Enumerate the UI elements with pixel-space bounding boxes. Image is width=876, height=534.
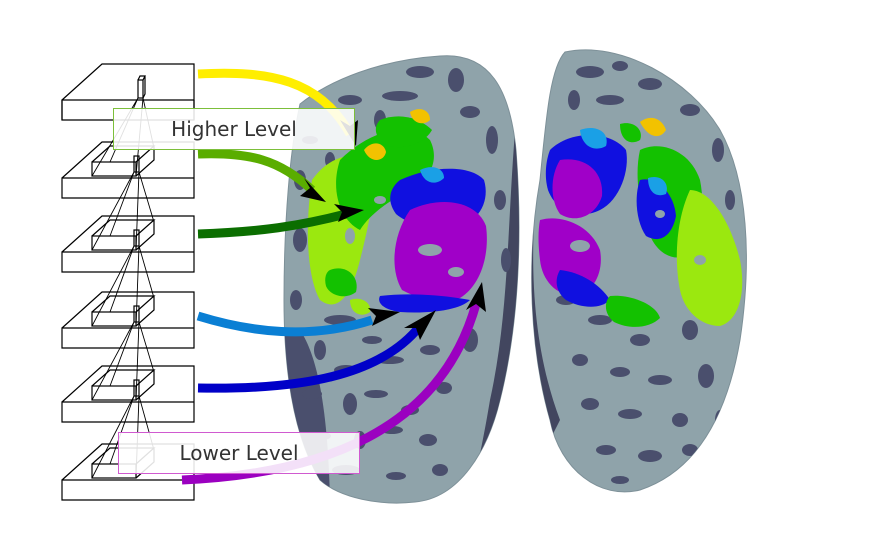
arrowhead-layer-2: [300, 178, 326, 202]
right-roi-patches: [538, 117, 743, 327]
higher-level-label-box: Higher Level: [113, 108, 355, 150]
arrowhead-layer-6: [466, 282, 486, 312]
layer-4: [61, 291, 195, 349]
lower-level-label-box: Lower Level: [118, 432, 360, 474]
right-roi-gaps: [570, 210, 706, 265]
arrow-layer-5: [197, 323, 424, 393]
arrow-layer-2: [197, 149, 316, 194]
arrow-layer-4: [196, 311, 374, 337]
arrow-layer-6: [181, 302, 481, 485]
higher-level-label: Higher Level: [171, 117, 297, 141]
arrowhead-layer-4: [368, 308, 400, 326]
arrowhead-layer-5: [404, 310, 436, 340]
left-roi-gaps: [345, 196, 464, 277]
arrowhead-layer-3: [334, 204, 364, 222]
lower-level-label: Lower Level: [179, 441, 299, 465]
right-hemisphere: [531, 49, 747, 493]
network-layers: [61, 63, 195, 501]
layer-2: [61, 141, 195, 199]
arrow-layer-3: [197, 209, 348, 239]
